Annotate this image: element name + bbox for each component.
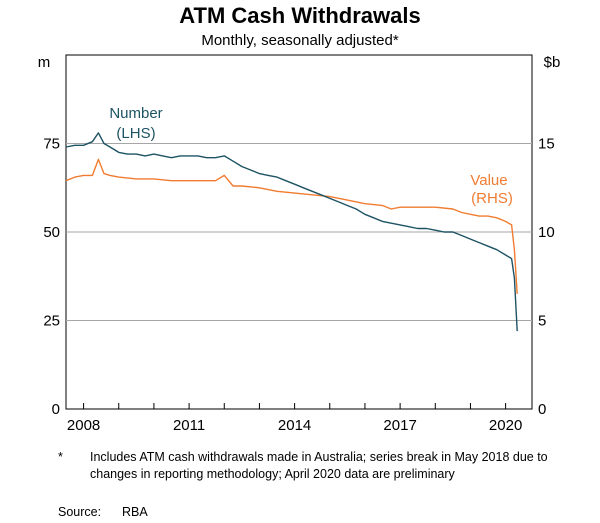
footnote: * Includes ATM cash withdrawals made in …	[58, 449, 558, 483]
x-axis-tick-labels: 2008 2011 2014 2017 2020	[67, 417, 522, 434]
chart-title: ATM Cash Withdrawals	[179, 3, 420, 28]
x-tick-label: 2014	[278, 417, 311, 434]
right-tick-label: 0	[538, 401, 546, 418]
x-tick-label: 2011	[173, 417, 205, 434]
right-axis-unit: $b	[544, 54, 561, 71]
left-tick-label: 75	[43, 136, 60, 153]
left-tick-label: 0	[52, 401, 60, 418]
chart: ATM Cash Withdrawals Monthly, seasonally…	[38, 3, 561, 434]
number-series-label: Number	[109, 105, 162, 122]
right-tick-label: 5	[538, 313, 546, 330]
x-tick-label: 2020	[489, 417, 522, 434]
number-series-line	[65, 132, 518, 332]
right-tick-label: 15	[538, 136, 555, 153]
left-axis-unit: m	[38, 54, 51, 71]
number-series-axis-label: (LHS)	[116, 125, 155, 142]
x-tick-label: 2008	[67, 417, 100, 434]
chart-subtitle: Monthly, seasonally adjusted*	[201, 32, 398, 49]
source-label: Source:	[58, 505, 102, 519]
left-tick-label: 25	[43, 313, 60, 330]
x-tick-label: 2017	[383, 417, 416, 434]
right-tick-label: 10	[538, 224, 555, 241]
value-series-axis-label: (RHS)	[471, 190, 513, 207]
x-ticks	[83, 403, 507, 409]
right-axis-tick-labels: 0 5 10 15	[538, 136, 555, 419]
source-value: RBA	[122, 505, 148, 519]
left-tick-label: 50	[43, 224, 60, 241]
footnote-mark: *	[58, 450, 63, 464]
gridlines	[66, 143, 532, 321]
value-series-label: Value	[470, 172, 507, 189]
footnote-text: Includes ATM cash withdrawals made in Au…	[90, 450, 548, 481]
value-series-line	[65, 158, 518, 294]
source-line: Source: RBA	[58, 504, 148, 521]
left-axis-tick-labels: 0 25 50 75	[43, 136, 60, 419]
